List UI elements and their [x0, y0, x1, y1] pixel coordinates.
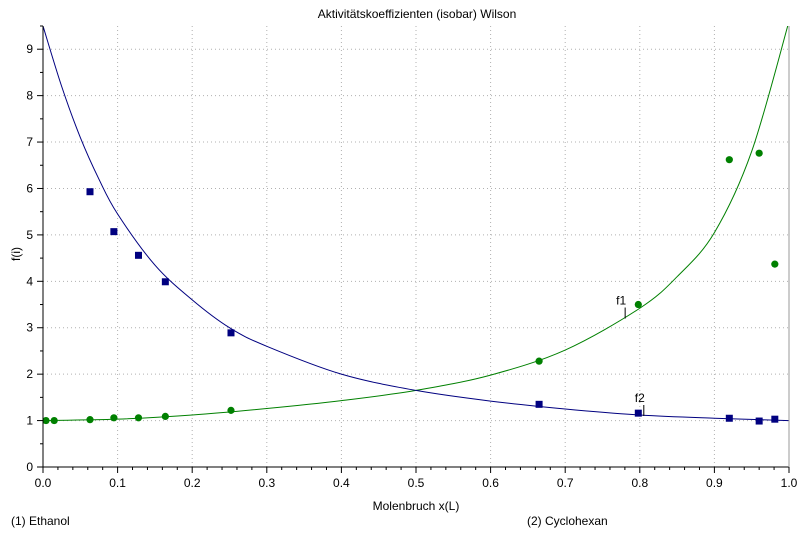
x-axis-label: Molenbruch x(L)	[373, 499, 460, 513]
y-tick-label: 2	[26, 367, 33, 381]
x-tick-label: 0.5	[408, 476, 425, 490]
f1-marker	[535, 357, 543, 365]
f1-marker	[134, 414, 143, 422]
data-markers	[42, 149, 779, 425]
x-tick-label: 0.1	[109, 476, 126, 490]
f2-marker	[227, 329, 235, 337]
x-tick-label: 1.0	[781, 476, 798, 490]
grid	[43, 26, 790, 467]
chart-title: Aktivitätskoeffizienten (isobar) Wilson	[318, 7, 517, 21]
x-tick-label: 0.2	[184, 476, 201, 490]
x-tick-label: 0.6	[482, 476, 499, 490]
y-tick-label: 3	[26, 321, 33, 335]
f2-marker	[725, 414, 733, 422]
f2-marker	[755, 417, 763, 425]
f2-curve	[43, 26, 789, 422]
y-tick-label: 7	[26, 135, 33, 149]
f2-annotation: f2	[635, 391, 645, 405]
x-tick-label: 0.8	[631, 476, 648, 490]
f1-curve	[43, 26, 789, 422]
series-annotations: f1 f2	[616, 294, 645, 417]
y-tick-label: 0	[26, 460, 33, 474]
f2-marker	[535, 400, 543, 408]
f2-marker	[634, 409, 642, 417]
f2-marker	[86, 188, 94, 196]
y-tick-label: 8	[26, 89, 33, 103]
f2-marker	[134, 251, 142, 259]
axes	[37, 25, 790, 473]
x-tick-label: 0.7	[557, 476, 574, 490]
f2-marker	[161, 278, 169, 286]
y-tick-label: 4	[26, 274, 33, 288]
f1-marker	[725, 156, 733, 164]
f1-marker	[634, 300, 642, 309]
y-axis-label: f(i)	[9, 247, 23, 261]
y-tick-label: 1	[26, 414, 33, 428]
x-tick-label: 0.9	[706, 476, 723, 490]
fit-curves	[43, 26, 789, 422]
f1-marker	[771, 260, 779, 268]
y-tick-label: 5	[26, 228, 33, 242]
f1-marker	[227, 406, 235, 414]
f1-marker	[86, 416, 94, 424]
f1-annotation: f1	[616, 294, 626, 308]
x-tick-label: 0.4	[333, 476, 350, 490]
f2-marker	[110, 228, 118, 236]
component-1-label: (1) Ethanol	[11, 514, 70, 528]
tick-labels: 0.0 0.1 0.2 0.3 0.4 0.5 0.6 0.7 0.8 0.9 1.0 0 1 2 3 4 5 6…	[26, 42, 797, 490]
y-tick-label: 9	[26, 42, 33, 56]
f1-marker	[161, 412, 169, 421]
f2-marker	[771, 415, 779, 423]
x-tick-label: 0.3	[258, 476, 275, 490]
x-tick-label: 0.0	[35, 476, 52, 490]
component-2-label: (2) Cyclohexan	[527, 514, 608, 528]
f1-marker	[50, 416, 58, 425]
f1-marker	[110, 414, 118, 422]
f1-marker	[755, 149, 763, 157]
y-tick-label: 6	[26, 181, 33, 195]
f1-marker	[42, 416, 50, 425]
